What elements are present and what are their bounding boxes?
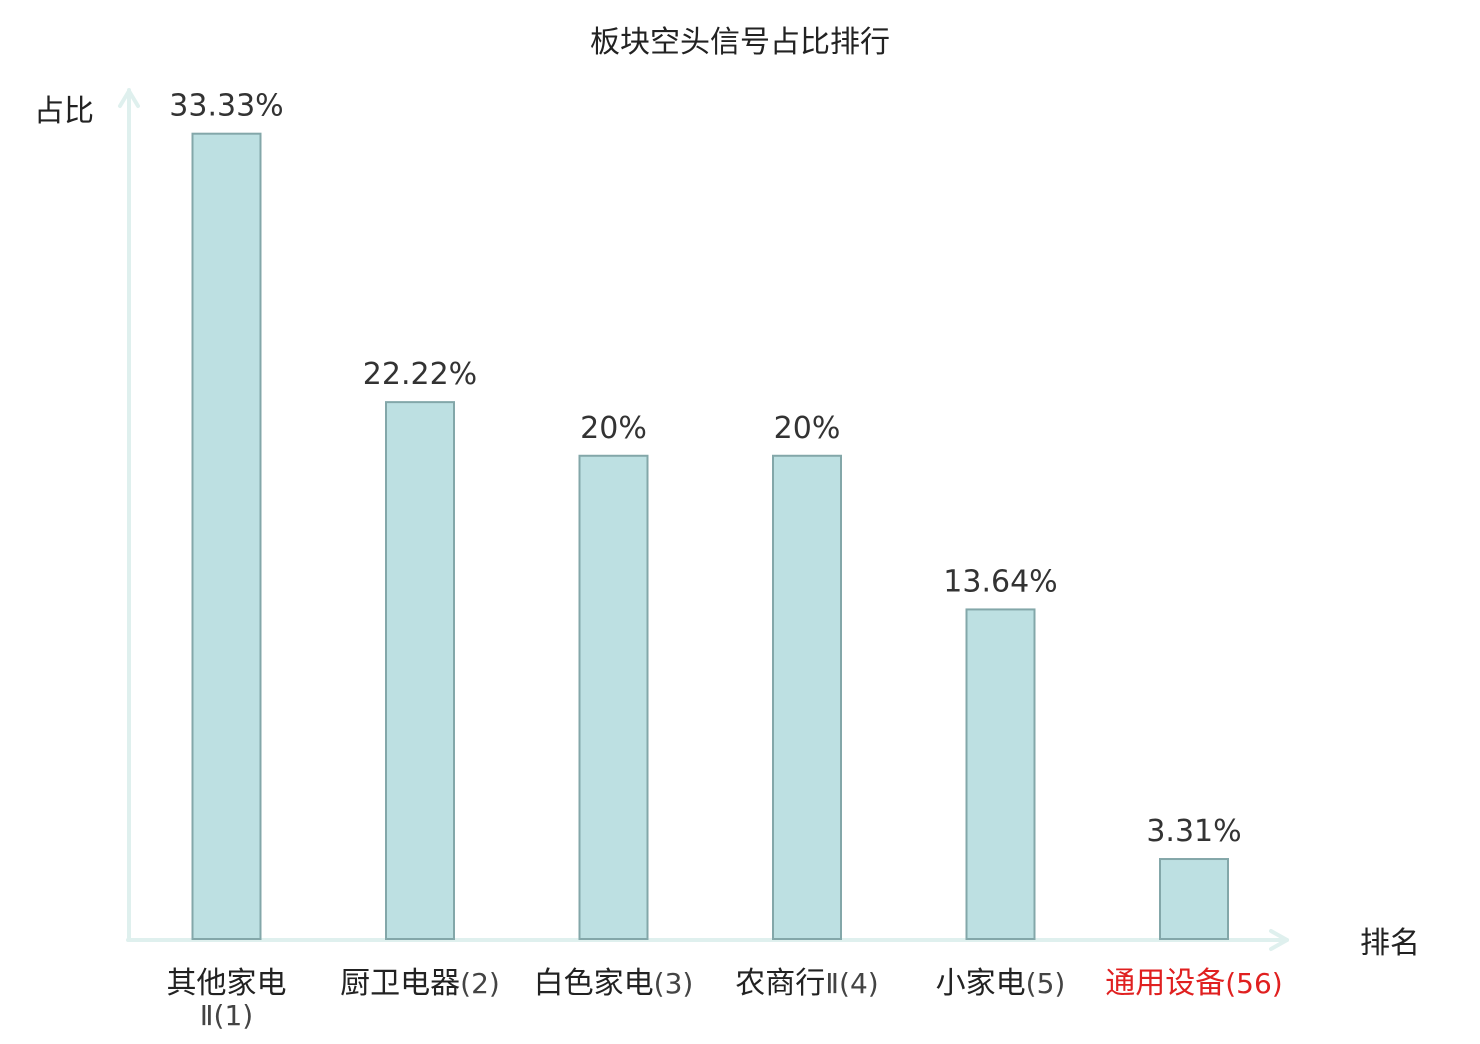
data-label: 20% bbox=[580, 411, 647, 446]
value-labels-group: 33.33% 22.22% 20% 20% 13.64% 3.31% bbox=[169, 89, 1241, 849]
bar bbox=[385, 401, 455, 940]
x-tick-label-suffix: (3) bbox=[654, 967, 694, 1000]
bar bbox=[1159, 858, 1229, 941]
bars-group bbox=[191, 132, 1229, 941]
bar bbox=[578, 454, 649, 940]
x-tick-label-name: 厨卫电器 bbox=[340, 966, 460, 1001]
x-tick-label-name: 小家电 bbox=[936, 966, 1026, 1001]
x-tick-label-suffix: Ⅱ(1) bbox=[200, 999, 253, 1032]
data-label: 20% bbox=[774, 411, 841, 446]
x-tick-label: 通用设备(56) bbox=[1105, 966, 1282, 1001]
axes bbox=[118, 88, 1289, 951]
bar bbox=[772, 454, 842, 940]
bar bbox=[191, 132, 262, 940]
x-tick-label-name: 白色家电 bbox=[534, 966, 654, 1001]
x-tick-label-name: 农商行 bbox=[735, 966, 825, 1001]
x-tick-label-suffix: (56) bbox=[1225, 967, 1282, 1000]
x-axis-label: 排名 bbox=[1360, 926, 1420, 961]
x-tick-label: 白色家电(3) bbox=[534, 966, 694, 1001]
x-tick-label-suffix: (5) bbox=[1026, 967, 1066, 1000]
x-axis-arrow bbox=[1269, 929, 1289, 951]
data-label: 22.22% bbox=[363, 357, 477, 392]
data-label: 33.33% bbox=[169, 89, 283, 124]
data-label: 13.64% bbox=[943, 564, 1057, 599]
y-axis-arrow bbox=[118, 89, 140, 108]
chart-title: 板块空头信号占比排行 bbox=[590, 25, 890, 60]
x-tick-label: 小家电(5) bbox=[936, 966, 1066, 1001]
x-tick-label: 农商行Ⅱ(4) bbox=[735, 966, 878, 1001]
data-label: 3.31% bbox=[1146, 814, 1241, 849]
x-tick-label-suffix: (2) bbox=[460, 967, 500, 1000]
y-axis-label: 占比 bbox=[34, 94, 94, 129]
x-tick-label-suffix: Ⅱ(4) bbox=[825, 967, 878, 1000]
x-tick-label: 其他家电 bbox=[167, 966, 287, 1001]
x-tick-label: 厨卫电器(2) bbox=[340, 966, 500, 1001]
x-tick-label-name: 通用设备 bbox=[1105, 966, 1225, 1001]
bar bbox=[965, 608, 1036, 940]
